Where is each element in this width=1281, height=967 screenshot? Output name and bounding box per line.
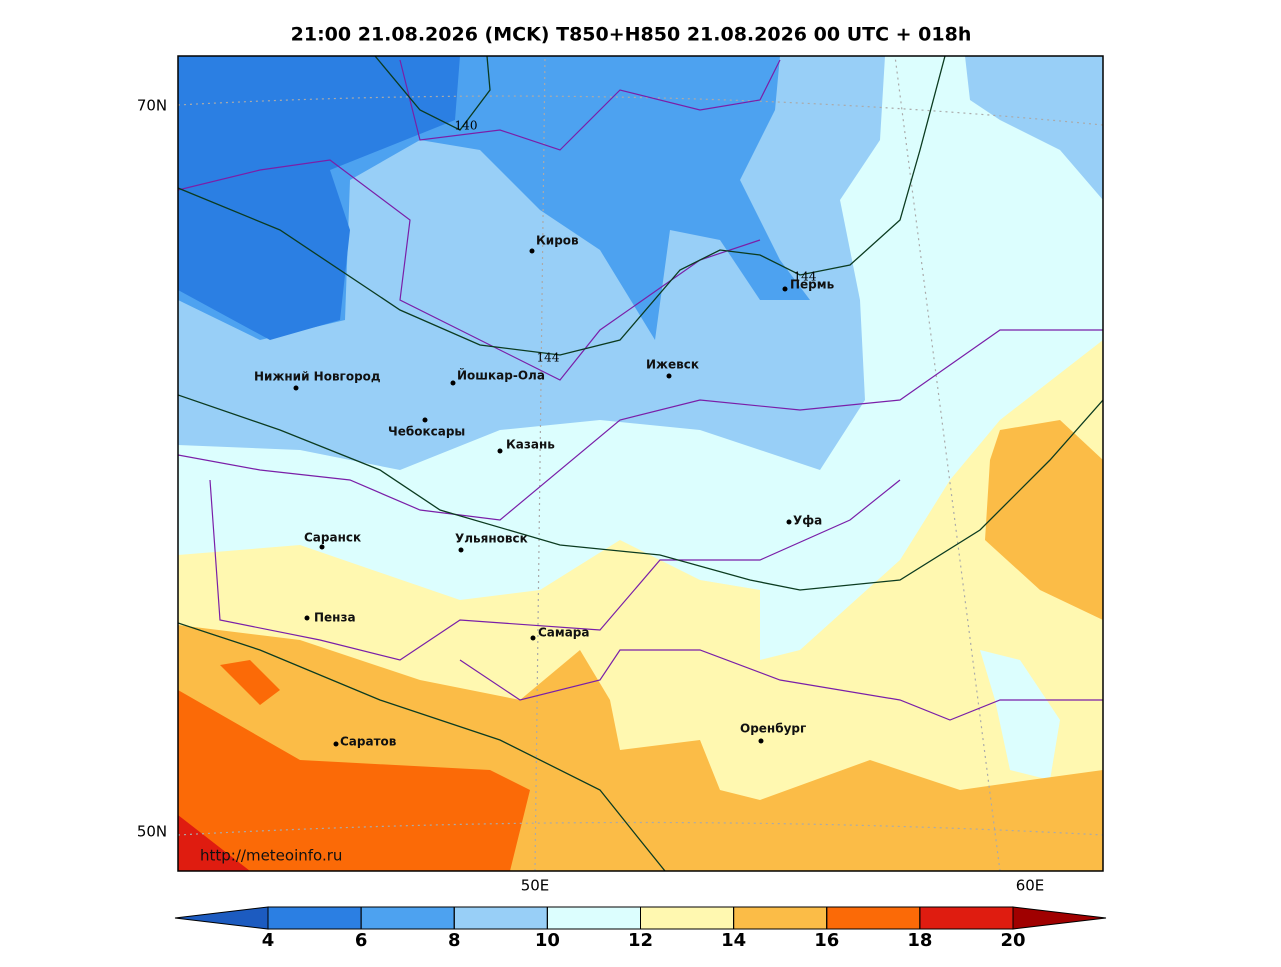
colorbar-bin [360, 906, 455, 930]
colorbar-tick-label: 14 [721, 930, 746, 951]
colorbar-bin [733, 906, 828, 930]
lat-label: 50N [137, 823, 167, 841]
city-dot [333, 741, 339, 747]
city-label: Нижний Новгород [254, 370, 381, 384]
map-frame [177, 55, 1104, 872]
colorbar-bin [267, 906, 362, 930]
source-url: http://meteoinfo.ru [200, 847, 342, 865]
city-label: Чебоксары [388, 425, 465, 439]
contour-label: 140 [455, 119, 478, 133]
title: 21:00 21.08.2026 (MCK) T850+H850 21.08.2… [291, 24, 972, 46]
city-dot [758, 738, 764, 744]
city-label: Саранск [304, 531, 361, 545]
city-label: Киров [536, 234, 579, 248]
colorbar-bin [826, 906, 921, 930]
city-dot [782, 286, 788, 292]
city-dot [293, 385, 299, 391]
city-dot [422, 417, 428, 423]
colorbar-bin [640, 906, 735, 930]
city-dot [529, 248, 535, 254]
colorbar-tick-label: 10 [535, 930, 560, 951]
zone-4-6 [178, 56, 460, 340]
map [178, 56, 1103, 871]
grid-line [178, 56, 1103, 871]
contour [178, 56, 1103, 871]
contour-label: 144 [537, 351, 560, 365]
colorbar-tick-label: 6 [355, 930, 368, 951]
colorbar-tick-label: 12 [628, 930, 653, 951]
zone-14-16 [985, 420, 1103, 620]
city-label: Саратов [340, 735, 397, 749]
colorbar-tick-label: 18 [907, 930, 932, 951]
zone-16-18 [178, 660, 530, 871]
city-label: Казань [506, 438, 555, 452]
contour-label: 144 [794, 270, 817, 284]
colorbar-bin [453, 906, 548, 930]
colorbar: 4 6 8 10 12 14 16 18 20 [174, 906, 1107, 951]
colorbar-tick-label: 8 [448, 930, 461, 951]
city-label: Пермь [790, 278, 835, 292]
colorbar-tick-label: 4 [262, 930, 275, 951]
lon-label: 60E [1016, 877, 1045, 895]
city-dot [319, 544, 325, 550]
city-label: Оренбург [740, 722, 806, 736]
city-dot [530, 635, 536, 641]
city-label: Пенза [314, 611, 356, 625]
cities: Киров Пермь Нижний Новгород Йошкар-Ола Ижевс… [254, 234, 835, 749]
colorbar-over [1012, 906, 1107, 930]
colorbar-tick-label: 20 [1000, 930, 1025, 951]
city-dot [458, 547, 464, 553]
city-dot [304, 615, 310, 621]
lon-label: 50E [521, 877, 550, 895]
city-dot [786, 519, 792, 525]
city-dot [450, 380, 456, 386]
colorbar-bin [546, 906, 641, 930]
city-label: Ижевск [646, 358, 699, 372]
zone-8-10 [965, 56, 1103, 200]
city-dot [497, 448, 503, 454]
city-label: Ульяновск [455, 532, 528, 546]
colorbar-bin [919, 906, 1014, 930]
colorbar-under [174, 906, 269, 930]
lat-label: 70N [137, 97, 167, 115]
city-label: Уфа [793, 514, 822, 528]
zone-18-20 [178, 815, 250, 871]
border [178, 59, 1103, 721]
zone-10-12 [980, 650, 1060, 780]
city-dot [666, 373, 672, 379]
colorbar-tick-label: 16 [814, 930, 839, 951]
city-label: Самара [538, 626, 590, 640]
city-label: Йошкар-Ола [457, 368, 545, 383]
